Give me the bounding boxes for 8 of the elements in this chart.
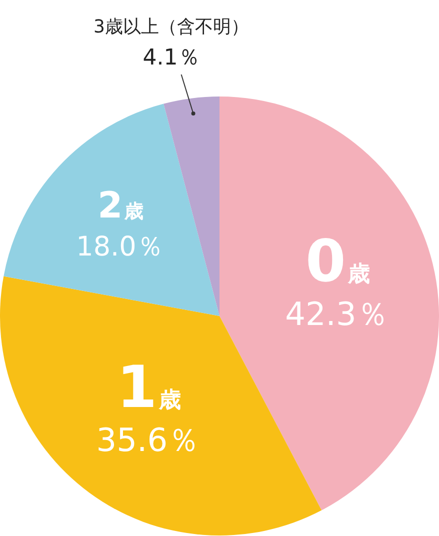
slice-label: 3歳以上（含不明）	[94, 16, 250, 38]
slice-label: 2歳	[98, 185, 144, 226]
data-label: 35.6％	[96, 421, 200, 460]
data-label: 42.3％	[285, 295, 388, 334]
data-label: 4.1％	[142, 46, 200, 70]
data-label: 18.0％	[76, 231, 164, 262]
slice-label: 0歳	[306, 227, 370, 296]
slice-label: 1歳	[116, 353, 182, 422]
